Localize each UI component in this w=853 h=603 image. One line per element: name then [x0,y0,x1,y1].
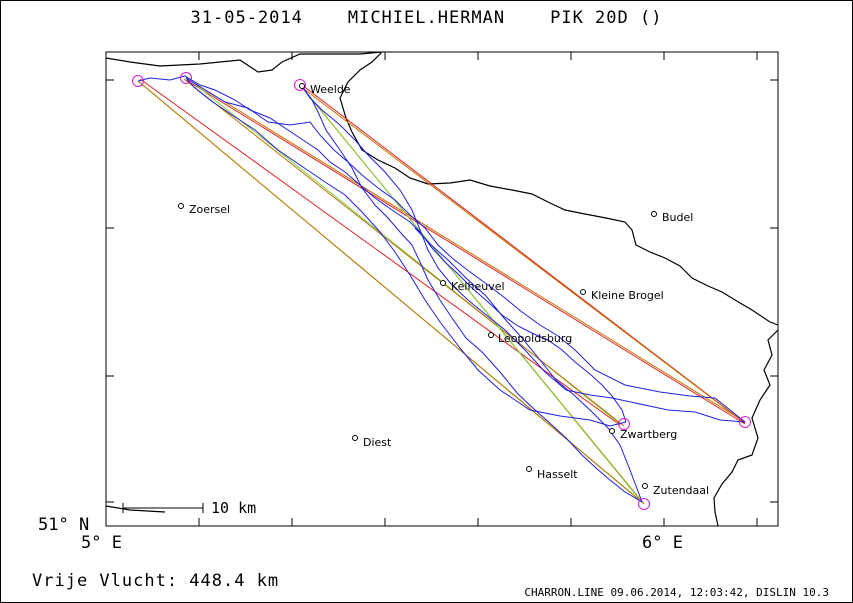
credit-label: CHARRON.LINE 09.06.2014, 12:03:42, DISLI… [524,586,829,599]
place-label: Budel [662,211,693,224]
place-markers [178,83,657,489]
place-marker [580,289,586,295]
place-labels: Weelde Zoersel Budel Kleine Brogel Kelhe… [189,83,709,497]
turnpoint-marker [638,498,650,510]
place-marker [651,211,657,217]
turnpoint-marker [618,418,630,430]
place-label: Hasselt [537,468,578,481]
distance-label: Vrije Vlucht: 448.4 km [32,571,280,591]
leg [185,79,746,425]
turnpoint-marker [132,75,144,87]
leg [301,86,641,501]
pilot-name: MICHIEL.HERMAN [347,8,506,28]
place-marker [609,428,615,434]
axis-ticks [105,52,778,526]
place-marker [642,483,648,489]
scale-bar [122,503,204,513]
place-label: Zutendaal [653,484,709,497]
lat-label: 51° N [38,515,90,535]
leg [183,78,625,427]
glider-type: PIK 20D () [550,8,663,28]
place-label: Zwartberg [620,428,677,441]
map-border [105,51,779,527]
place-marker [352,435,358,441]
lon-label-5e: 5° E [81,533,122,553]
flight-title: 31-05-2014 MICHIEL.HERMAN PIK 20D () [0,8,853,28]
place-marker [526,466,532,472]
place-label: Weelde [310,83,351,96]
place-marker [299,83,305,89]
leg [139,78,621,426]
turnpoint-marker [294,79,306,91]
place-label: Kleine Brogel [591,289,664,302]
place-marker [440,280,446,286]
place-label: Zoersel [189,203,230,216]
flight-track [137,75,746,503]
scale-label: 10 km [211,499,256,517]
turnpoints [132,72,751,510]
flight-date: 31-05-2014 [190,8,303,28]
leg [185,77,746,423]
turnpoint-marker [180,72,192,84]
place-label: Kelheuvel [451,280,505,293]
leg [137,80,643,503]
place-label: Leopoldsburg [498,332,572,345]
place-label: Diest [363,436,392,449]
leg [301,84,746,424]
turnpoint-marker [739,416,751,428]
place-marker [488,332,494,338]
lon-label-6e: 6° E [642,533,683,553]
leg [299,85,743,422]
country-border [105,51,779,527]
place-marker [178,203,184,209]
task-legs [137,76,746,505]
